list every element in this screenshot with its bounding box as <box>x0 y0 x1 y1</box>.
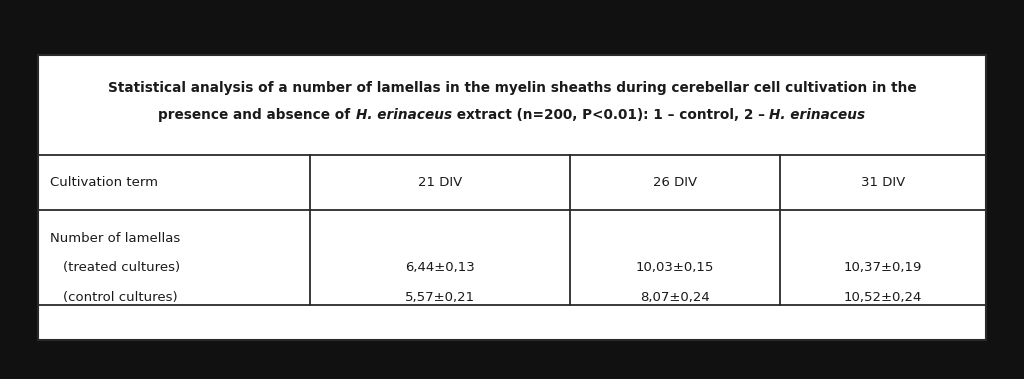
Bar <box>38 55 986 340</box>
Text: 26 DIV: 26 DIV <box>653 176 697 189</box>
Text: 5,57±0,21: 5,57±0,21 <box>404 291 475 304</box>
Text: Statistical analysis of a number of lamellas in the myelin sheaths during cerebe: Statistical analysis of a number of lame… <box>108 81 916 95</box>
Text: H. erinaceus: H. erinaceus <box>769 108 865 122</box>
Text: 31 DIV: 31 DIV <box>861 176 905 189</box>
Text: presence and absence of: presence and absence of <box>159 108 355 122</box>
Text: Number of lamellas: Number of lamellas <box>50 232 180 244</box>
Text: 6,44±0,13: 6,44±0,13 <box>406 262 475 274</box>
Text: (treated cultures): (treated cultures) <box>63 262 180 274</box>
Text: H. erinaceus: H. erinaceus <box>355 108 452 122</box>
Text: extract (n=200, P<0.01): 1 – control, 2 –: extract (n=200, P<0.01): 1 – control, 2 … <box>452 108 769 122</box>
Text: 21 DIV: 21 DIV <box>418 176 462 189</box>
Text: (control cultures): (control cultures) <box>63 291 177 304</box>
Text: Cultivation term: Cultivation term <box>50 176 158 189</box>
Text: 10,03±0,15: 10,03±0,15 <box>636 262 714 274</box>
Text: 8,07±0,24: 8,07±0,24 <box>640 291 710 304</box>
Text: 10,37±0,19: 10,37±0,19 <box>844 262 923 274</box>
Text: 10,52±0,24: 10,52±0,24 <box>844 291 923 304</box>
